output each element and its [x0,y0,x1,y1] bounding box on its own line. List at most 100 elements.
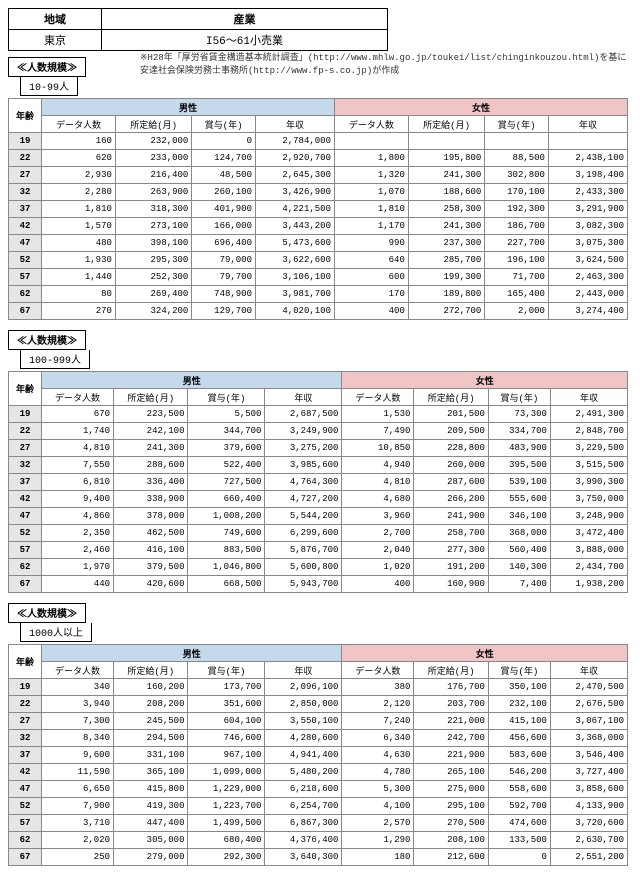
cell-m: 462,500 [114,525,188,542]
cell-f: 555,600 [488,491,550,508]
table-row: 277,300245,500604,1003,550,1007,240221,0… [9,713,628,730]
cell-m: 2,930 [42,167,116,184]
cell-age: 19 [9,406,42,423]
col-male: 男性 [42,372,342,389]
cell-m: 324,200 [115,303,191,320]
source-note: ※H28年「厚労省賃金構造基本統計調査」(http://www.mhlw.go.… [140,50,626,76]
cell-f: 201,500 [414,406,488,423]
sub-col: データ人数 [342,662,414,679]
cell-m: 3,710 [42,815,114,832]
cell-f: 285,700 [408,252,484,269]
header-table: 地域 産業 東京 I56～61小売業 [8,8,388,51]
cell-m: 1,008,200 [188,508,265,525]
cell-m: 604,100 [188,713,265,730]
cell-m: 379,600 [188,440,265,457]
cell-age: 52 [9,798,42,815]
cell-m: 4,376,400 [265,832,342,849]
col-age: 年齢 [9,372,42,406]
cell-f: 3,198,400 [548,167,627,184]
cell-f: 3,750,000 [550,491,627,508]
cell-m: 79,000 [192,252,256,269]
cell-f: 2,491,300 [550,406,627,423]
cell-f: 258,300 [408,201,484,218]
cell-f: 456,600 [488,730,550,747]
sub-col: 年収 [550,389,627,406]
sub-col: 年収 [265,389,342,406]
cell-age: 67 [9,849,42,866]
cell-m: 4,941,400 [265,747,342,764]
cell-f: 3,624,500 [548,252,627,269]
cell-age: 37 [9,747,42,764]
cell-f: 3,075,300 [548,235,627,252]
cell-f: 2,570 [342,815,414,832]
cell-f: 196,100 [485,252,549,269]
cell-m: 4,020,100 [255,303,334,320]
cell-m: 6,299,600 [265,525,342,542]
cell-f: 7,490 [342,423,414,440]
cell-m: 365,100 [114,764,188,781]
cell-m: 398,100 [115,235,191,252]
cell-age: 22 [9,423,42,440]
cell-m: 7,550 [42,457,114,474]
cell-f: 2,433,300 [548,184,627,201]
cell-age: 22 [9,150,42,167]
cell-m: 80 [42,286,116,303]
cell-m: 232,000 [115,133,191,150]
cell-f: 302,800 [485,167,549,184]
cell-f: 3,368,000 [550,730,627,747]
cell-m: 3,622,600 [255,252,334,269]
cell-f: 191,200 [414,559,488,576]
cell-m: 3,275,200 [265,440,342,457]
sub-col: データ人数 [334,116,408,133]
cell-m: 1,099,000 [188,764,265,781]
col-age: 年齢 [9,645,42,679]
cell-f: 1,810 [334,201,408,218]
sub-col: 年収 [548,116,627,133]
cell-f: 160,900 [414,576,488,593]
cell-m: 5,544,200 [265,508,342,525]
cell-f: 1,320 [334,167,408,184]
cell-f: 270,500 [414,815,488,832]
cell-m: 1,930 [42,252,116,269]
cell-f: 346,100 [488,508,550,525]
cell-f: 2,700 [342,525,414,542]
cell-f: 195,800 [408,150,484,167]
cell-f: 2,848,700 [550,423,627,440]
cell-age: 32 [9,730,42,747]
sub-col: データ人数 [42,662,114,679]
cell-f: 400 [334,303,408,320]
cell-m: 3,550,100 [265,713,342,730]
cell-f: 350,100 [488,679,550,696]
cell-age: 62 [9,286,42,303]
cell-f: 133,500 [488,832,550,849]
cell-m: 2,784,000 [255,133,334,150]
sub-col: 年収 [265,662,342,679]
sub-col: 所定給(月) [414,389,488,406]
cell-age: 57 [9,269,42,286]
cell-m: 746,600 [188,730,265,747]
cell-m: 288,600 [114,457,188,474]
cell-f: 212,600 [414,849,488,866]
table-row: 379,600331,100967,1004,941,4004,630221,9… [9,747,628,764]
sub-col: 所定給(月) [408,116,484,133]
cell-m: 216,400 [115,167,191,184]
table-row: 571,440252,30079,7003,106,100600199,3007… [9,269,628,286]
table-row: 622,020305,000680,4004,376,4001,290208,1… [9,832,628,849]
cell-f: 203,700 [414,696,488,713]
cell-f: 3,888,000 [550,542,627,559]
cell-m: 2,096,100 [265,679,342,696]
cell-m: 1,570 [42,218,116,235]
cell-f: 71,700 [485,269,549,286]
sub-col: データ人数 [42,116,116,133]
cell-f: 583,600 [488,747,550,764]
table-row: 274,810241,300379,6003,275,20010,850228,… [9,440,628,457]
cell-m: 1,810 [42,201,116,218]
cell-m: 4,810 [42,440,114,457]
cell-age: 47 [9,781,42,798]
industry-value: I56～61小売業 [102,30,388,51]
table-row: 376,810336,400727,5004,764,3004,810287,6… [9,474,628,491]
cell-m: 447,400 [114,815,188,832]
table-row: 223,940208,200351,6002,850,0002,120203,7… [9,696,628,713]
cell-m: 233,000 [115,150,191,167]
table-row: 572,460416,100883,5005,876,7002,040277,3… [9,542,628,559]
